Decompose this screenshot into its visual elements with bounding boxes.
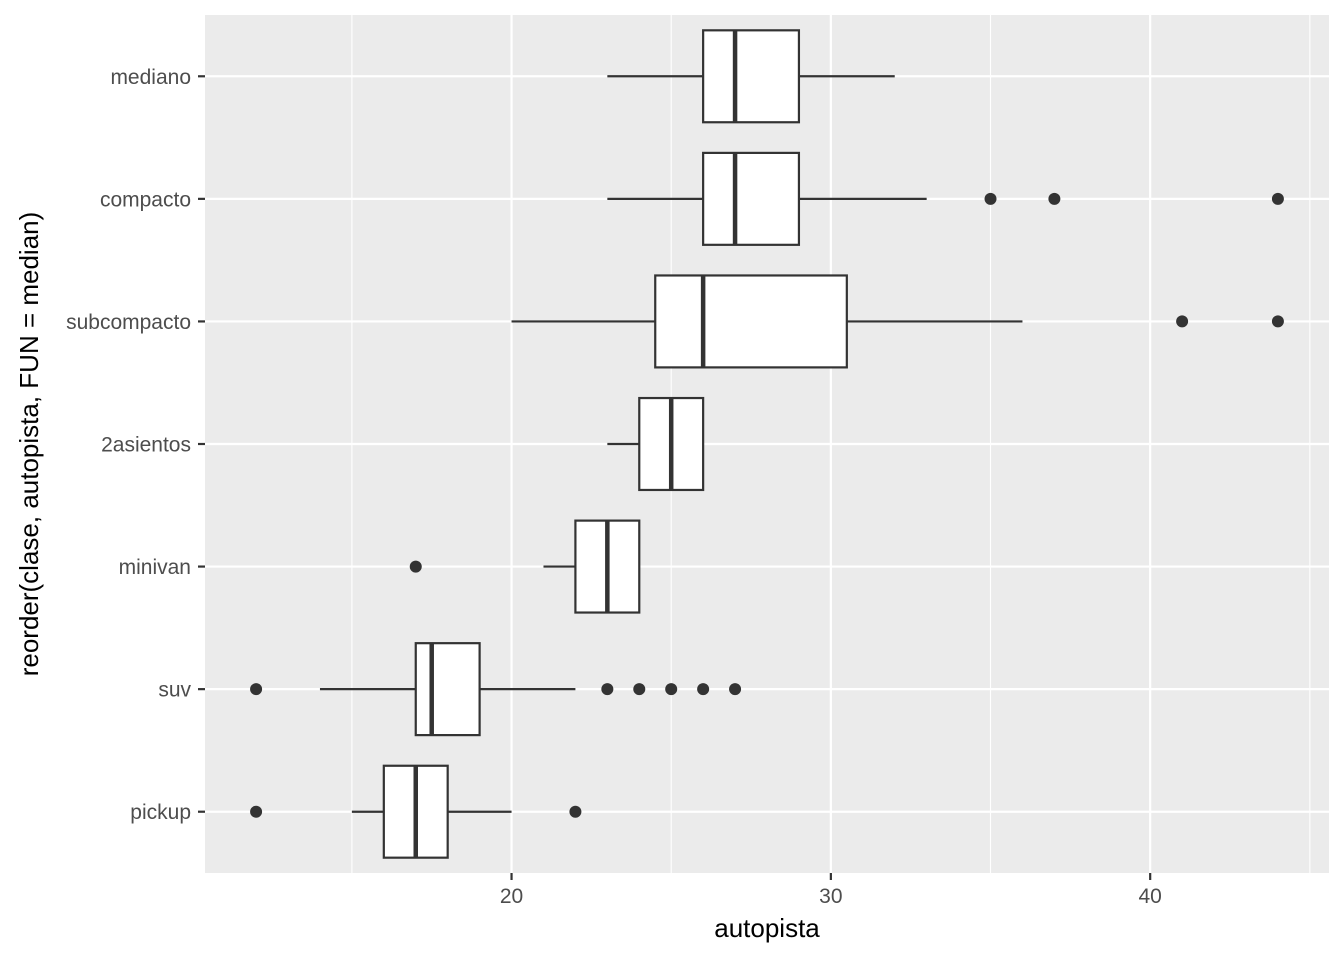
y-axis: mediano compacto subcompacto 2asientos miniv…	[66, 66, 205, 824]
x-tick-label: 40	[1139, 885, 1162, 908]
box-2asientos	[607, 396, 705, 492]
outlier-point	[1048, 192, 1061, 205]
y-tick-label: subcompacto	[66, 311, 191, 334]
outlier-point	[665, 683, 678, 696]
box-compacto	[607, 151, 1284, 246]
y-tick-label: pickup	[130, 801, 191, 824]
outlier-point	[250, 805, 263, 818]
x-axis-title: autopista	[714, 913, 820, 943]
outlier-point	[697, 683, 710, 696]
box-suv	[250, 642, 742, 737]
outlier-point	[1271, 192, 1284, 205]
outlier-point	[1271, 315, 1284, 328]
iqr-box	[414, 642, 481, 737]
x-axis: 20 30 40	[500, 873, 1162, 908]
box-minivan	[409, 519, 641, 614]
box-pickup	[250, 764, 582, 859]
outlier-point	[984, 192, 997, 205]
outlier-point	[633, 683, 646, 696]
iqr-box	[702, 29, 801, 124]
outlier-point	[569, 805, 582, 818]
outlier-point	[1176, 315, 1189, 328]
y-tick-label: compacto	[100, 188, 191, 211]
box-subcompacto	[511, 274, 1284, 369]
x-tick-label: 30	[819, 885, 842, 908]
iqr-box	[702, 151, 801, 246]
y-tick-label: 2asientos	[101, 434, 191, 457]
outlier-point	[729, 683, 742, 696]
y-tick-label: minivan	[119, 556, 191, 579]
x-tick-label: 20	[500, 885, 523, 908]
box-mediano	[607, 29, 895, 124]
outlier-point	[250, 683, 263, 696]
outlier-point	[601, 683, 614, 696]
boxes-layer	[250, 29, 1284, 859]
iqr-box	[654, 274, 848, 369]
y-axis-title: reorder(clase, autopista, FUN = median)	[14, 212, 44, 677]
y-tick-label: suv	[158, 679, 191, 702]
y-tick-label: mediano	[110, 66, 191, 89]
outlier-point	[409, 560, 422, 573]
